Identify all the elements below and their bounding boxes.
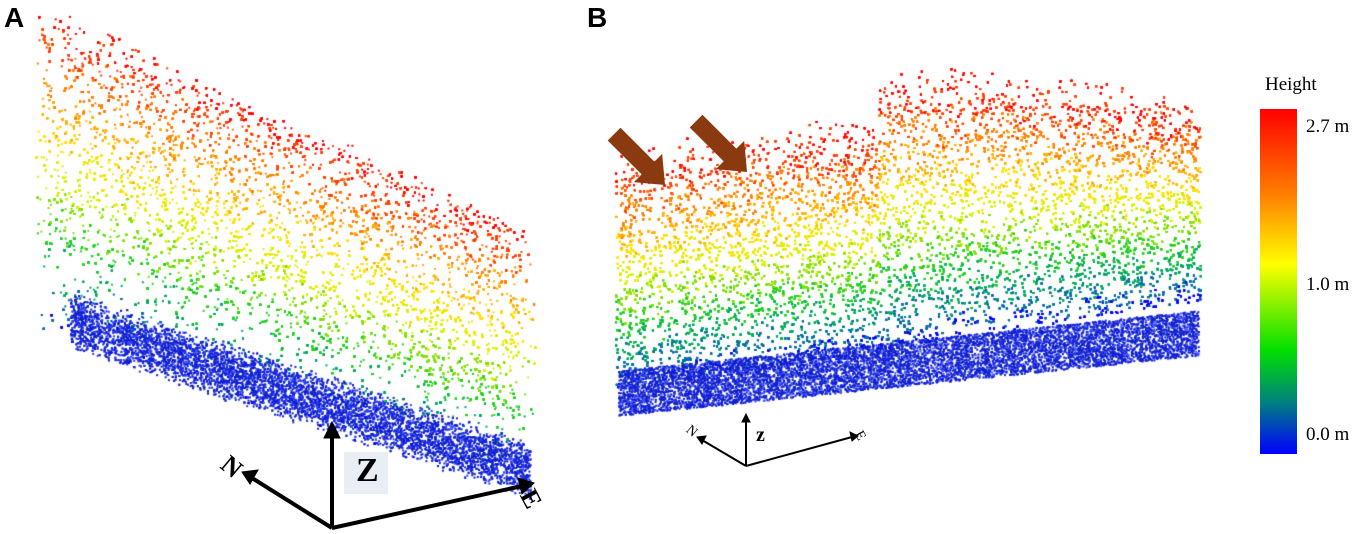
pointer-arrows [607,114,747,185]
axis-b-n-line [701,439,747,467]
axis-a-z-label: Z [356,452,379,489]
axes-b [696,412,859,467]
axis-b-e-line [745,436,853,467]
axis-a-z-arrowhead [323,420,341,439]
axis-a-e-arrowhead [517,477,535,495]
legend-tick-max: 2.7 m [1306,116,1350,137]
axis-b-n-arrowhead [696,435,707,445]
axis-a-z-label-bg [344,452,388,494]
pointer-arrow-1 [607,127,665,185]
panel-b-label: B [587,2,608,33]
panel-a-label: A [4,2,25,33]
pointer-arrow-2 [689,114,747,172]
axis-b-z-arrowhead [741,412,751,423]
axis-a-n-line [250,476,334,530]
legend-tick-min: 0.0 m [1306,424,1350,445]
axis-a-e-line [331,484,523,530]
legend-tick-mid: 1.0 m [1306,274,1350,295]
legend-title: Height [1265,74,1317,95]
axes-a [241,420,535,530]
axis-a-n-arrowhead [241,469,259,485]
height-colorbar [1260,109,1297,454]
axis-b-z-label: z [756,424,765,446]
axis-b-e-arrowhead [849,431,859,442]
